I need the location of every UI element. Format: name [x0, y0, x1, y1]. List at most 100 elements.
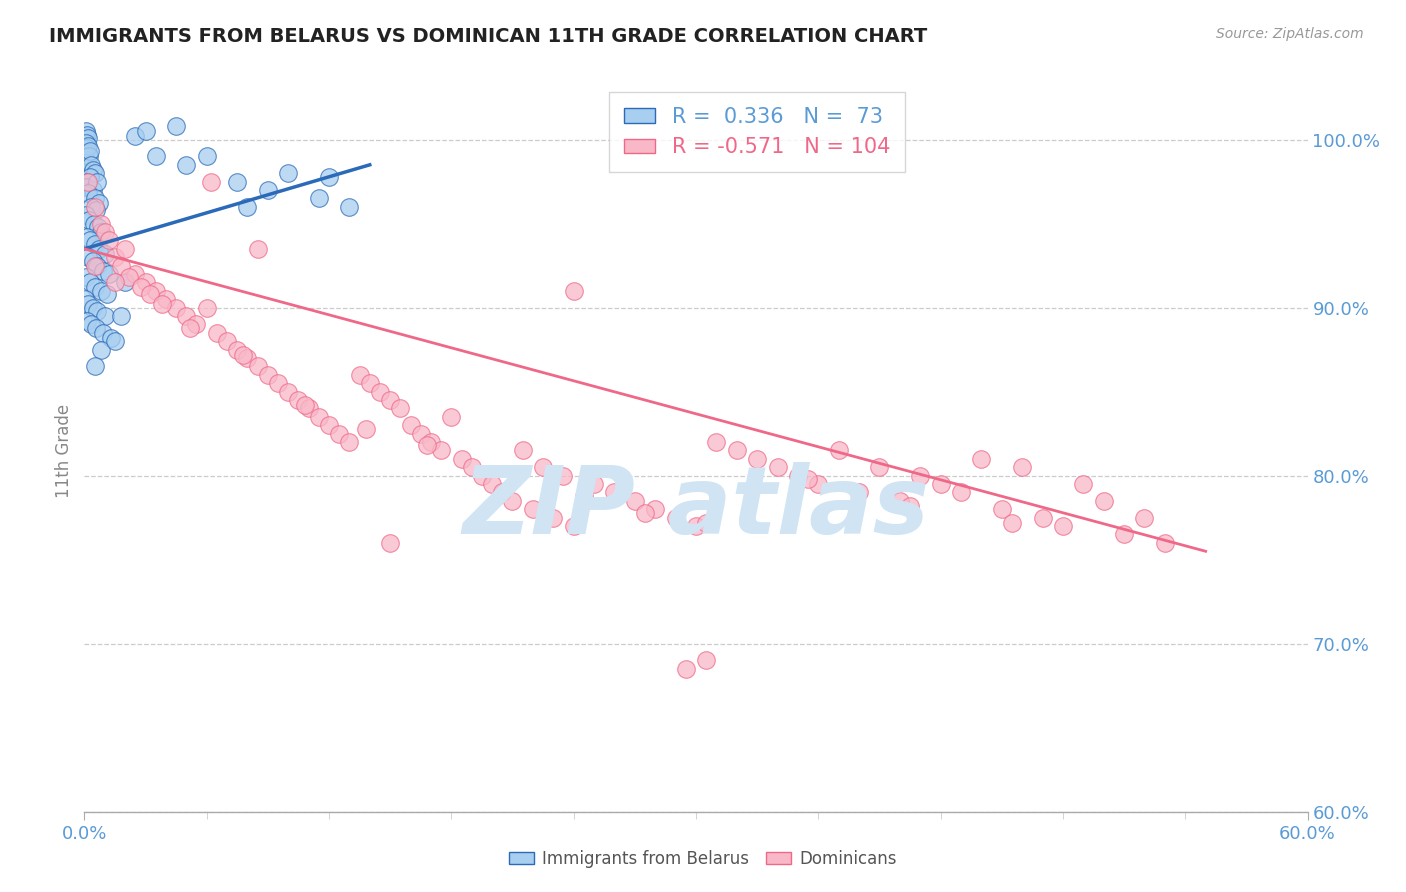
- Point: [512, 443, 534, 458]
- Point: [79, 169, 101, 184]
- Point: [135, 124, 157, 138]
- Point: [257, 368, 280, 382]
- Point: [1001, 516, 1024, 530]
- Point: [898, 499, 921, 513]
- Point: [318, 169, 340, 184]
- Point: [91, 326, 114, 340]
- Point: [83, 200, 105, 214]
- Point: [77, 146, 100, 161]
- Point: [1114, 527, 1136, 541]
- Point: [675, 662, 697, 676]
- Point: [75, 136, 97, 150]
- Point: [145, 149, 167, 163]
- Point: [950, 485, 973, 500]
- Point: [174, 309, 197, 323]
- Point: [583, 477, 606, 491]
- Point: [298, 401, 321, 416]
- Point: [90, 284, 112, 298]
- Point: [82, 301, 104, 315]
- Point: [77, 175, 100, 189]
- Point: [76, 141, 98, 155]
- Point: [93, 247, 115, 261]
- Point: [77, 139, 100, 153]
- Point: [75, 149, 97, 163]
- Point: [75, 179, 97, 194]
- Point: [83, 236, 105, 251]
- Point: [634, 506, 657, 520]
- Point: [195, 301, 218, 315]
- Legend: Immigrants from Belarus, Dominicans: Immigrants from Belarus, Dominicans: [502, 844, 904, 875]
- Point: [572, 489, 595, 503]
- Point: [82, 183, 104, 197]
- Point: [165, 301, 187, 315]
- Point: [339, 200, 361, 214]
- Point: [277, 166, 299, 180]
- Point: [828, 443, 851, 458]
- Point: [104, 334, 127, 349]
- Point: [380, 536, 402, 550]
- Point: [97, 267, 120, 281]
- Point: [84, 320, 107, 334]
- Point: [1133, 510, 1156, 524]
- Point: [287, 392, 309, 407]
- Point: [339, 435, 361, 450]
- Point: [80, 318, 103, 332]
- Point: [1011, 460, 1033, 475]
- Point: [1092, 494, 1115, 508]
- Point: [155, 292, 177, 306]
- Point: [929, 477, 952, 491]
- Text: ZIP atlas: ZIP atlas: [463, 462, 929, 554]
- Point: [665, 510, 688, 524]
- Point: [359, 376, 381, 391]
- Point: [124, 267, 146, 281]
- Point: [135, 276, 157, 290]
- Point: [450, 451, 472, 466]
- Point: [186, 318, 208, 332]
- Point: [77, 186, 100, 201]
- Point: [308, 409, 330, 424]
- Point: [471, 468, 494, 483]
- Point: [86, 219, 108, 234]
- Point: [83, 359, 105, 374]
- Point: [910, 468, 932, 483]
- Point: [420, 435, 443, 450]
- Point: [90, 217, 112, 231]
- Point: [349, 368, 371, 382]
- Point: [685, 519, 707, 533]
- Text: Source: ZipAtlas.com: Source: ZipAtlas.com: [1216, 27, 1364, 41]
- Point: [440, 409, 463, 424]
- Point: [76, 128, 98, 142]
- Point: [79, 145, 101, 159]
- Point: [83, 280, 105, 294]
- Point: [706, 435, 728, 450]
- Point: [195, 149, 218, 163]
- Point: [80, 200, 103, 214]
- Point: [226, 175, 249, 189]
- Point: [165, 119, 187, 133]
- Point: [236, 351, 259, 365]
- Point: [87, 242, 110, 256]
- Point: [869, 460, 891, 475]
- Point: [491, 485, 513, 500]
- Point: [232, 348, 254, 362]
- Point: [75, 129, 97, 144]
- Point: [75, 270, 97, 285]
- Point: [409, 426, 432, 441]
- Point: [79, 213, 101, 227]
- Point: [138, 287, 160, 301]
- Point: [83, 217, 105, 231]
- Point: [1154, 536, 1177, 550]
- Point: [399, 418, 422, 433]
- Point: [91, 263, 114, 277]
- Point: [380, 392, 402, 407]
- Point: [747, 451, 769, 466]
- Point: [267, 376, 290, 391]
- Point: [179, 320, 201, 334]
- Point: [174, 158, 197, 172]
- Point: [797, 472, 820, 486]
- Point: [236, 200, 259, 214]
- Point: [217, 334, 239, 349]
- Point: [79, 276, 101, 290]
- Point: [562, 284, 585, 298]
- Point: [205, 326, 228, 340]
